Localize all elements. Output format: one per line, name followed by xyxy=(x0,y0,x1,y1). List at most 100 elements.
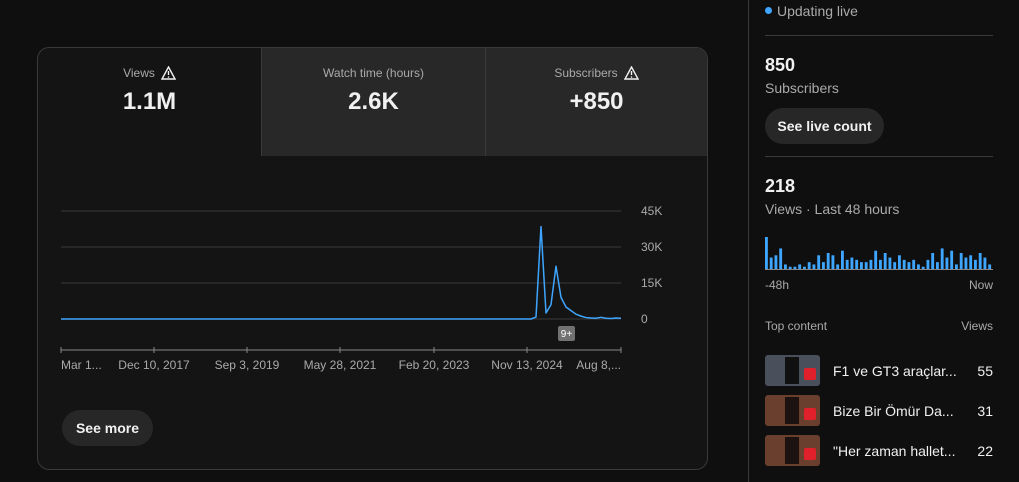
x-tick-label: Mar 1... xyxy=(61,358,102,372)
spark-bar xyxy=(822,262,825,269)
tab-value: +850 xyxy=(569,88,624,115)
views-column: Views xyxy=(961,319,993,333)
spark-bar xyxy=(803,266,806,269)
spark-bar xyxy=(826,253,830,269)
content-title[interactable]: Bize Bir Ömür Da... xyxy=(833,403,954,419)
badge xyxy=(558,326,575,341)
thumbnail xyxy=(765,355,820,386)
spark-bar xyxy=(883,253,887,269)
analytics-card: Views 1.1M Watch time (hours) 2.6K Subsc… xyxy=(37,47,708,470)
tab-views[interactable]: Views 1.1M xyxy=(38,48,261,156)
spark-bar xyxy=(936,262,939,269)
spark-bar xyxy=(788,266,792,269)
subscriber-count: 850 xyxy=(765,55,796,75)
y-tick-label: 15K xyxy=(641,276,662,290)
spark-bar xyxy=(812,264,816,269)
see-more-button[interactable]: See more xyxy=(62,410,153,446)
tab-value: 2.6K xyxy=(348,88,399,115)
spark-bar xyxy=(950,250,954,269)
y-tick-label: 30K xyxy=(641,240,662,254)
x-tick-label: Feb 20, 2023 xyxy=(399,358,470,372)
divider xyxy=(765,156,993,157)
spark-bar xyxy=(860,262,863,269)
y-tick-label: 45K xyxy=(641,204,662,218)
line-chart: 0 15K 30K 45K Mar 1... Dec 10, 2017 Sep 3, 201… xyxy=(60,204,662,372)
tab-subscribers[interactable]: Subscribers +850 xyxy=(485,48,707,156)
x-tick-label: Aug 8,... xyxy=(576,358,621,372)
spark-bar xyxy=(774,255,778,269)
tab-watch-time[interactable]: Watch time (hours) 2.6K xyxy=(261,48,485,156)
spark-bar xyxy=(784,264,787,269)
views-count: 218 xyxy=(765,176,796,196)
spark-bar xyxy=(841,250,844,269)
y-tick-label: 0 xyxy=(641,312,648,326)
spark-bar xyxy=(974,259,977,269)
tab-label: Watch time (hours) xyxy=(323,66,424,80)
spark-bar xyxy=(964,257,968,269)
top-content-title: Top content xyxy=(765,319,828,333)
spark-bar xyxy=(945,257,949,269)
spark-bar xyxy=(921,266,925,269)
content-views: 31 xyxy=(977,403,993,419)
warning-icon xyxy=(160,66,176,80)
content-title[interactable]: "Her zaman hallet... xyxy=(833,443,956,459)
spark-bar xyxy=(807,262,811,269)
spark-bar xyxy=(864,262,868,269)
spark-bar xyxy=(926,259,930,269)
spark-bar xyxy=(940,248,944,269)
spark-bar xyxy=(831,255,835,269)
spark-bar xyxy=(793,266,797,269)
spark-bar xyxy=(907,262,911,269)
panel-divider xyxy=(748,0,749,482)
spark-bar xyxy=(798,264,802,269)
spark-bar xyxy=(983,257,987,269)
spark-bar xyxy=(917,264,920,269)
spark-bar xyxy=(888,257,892,269)
spark-bar xyxy=(931,253,935,269)
tab-value: 1.1M xyxy=(122,88,177,115)
spark-bar xyxy=(855,259,859,269)
spark-bar xyxy=(874,250,878,269)
badge-label: 9+ xyxy=(561,329,573,340)
sparkline: -48h Now xyxy=(765,237,993,292)
spark-bar xyxy=(817,255,821,269)
spark-start-label: -48h xyxy=(765,278,789,292)
spark-bar xyxy=(765,237,768,269)
x-tick-label: Nov 13, 2024 xyxy=(491,358,563,372)
spark-bar xyxy=(850,257,854,269)
tab-label: Subscribers xyxy=(554,66,618,80)
x-tick-label: May 28, 2021 xyxy=(304,358,377,372)
content-views: 55 xyxy=(977,363,993,379)
thumbnail xyxy=(765,395,820,426)
spark-bar xyxy=(912,259,916,269)
x-tick-label: Dec 10, 2017 xyxy=(118,358,190,372)
spark-bar xyxy=(959,253,963,269)
spark-bar xyxy=(893,262,897,269)
subscriber-label: Subscribers xyxy=(765,80,839,96)
spark-bar xyxy=(769,257,773,269)
spark-bar xyxy=(836,264,840,269)
tab-label: Views xyxy=(123,66,155,80)
see-live-count-button[interactable]: See live count xyxy=(765,108,884,144)
content-views: 22 xyxy=(977,443,993,459)
spark-bar xyxy=(779,248,783,269)
spark-bar xyxy=(845,259,849,269)
spark-bar xyxy=(969,255,973,269)
live-dot xyxy=(765,7,772,14)
spark-bar xyxy=(869,259,873,269)
spark-bar xyxy=(988,264,992,269)
divider xyxy=(765,35,993,36)
live-status: Updating live xyxy=(777,3,858,19)
spark-bar xyxy=(978,253,982,269)
views-line xyxy=(61,225,622,320)
thumbnail xyxy=(765,435,820,466)
warning-icon xyxy=(623,66,639,80)
spark-bar xyxy=(902,259,906,269)
spark-bar xyxy=(879,259,882,269)
x-tick-label: Sep 3, 2019 xyxy=(215,358,280,372)
content-title[interactable]: F1 ve GT3 araçlar... xyxy=(833,363,957,379)
spark-end-label: Now xyxy=(969,278,993,292)
views-label: Views · Last 48 hours xyxy=(765,201,900,217)
spark-bar xyxy=(898,255,901,269)
